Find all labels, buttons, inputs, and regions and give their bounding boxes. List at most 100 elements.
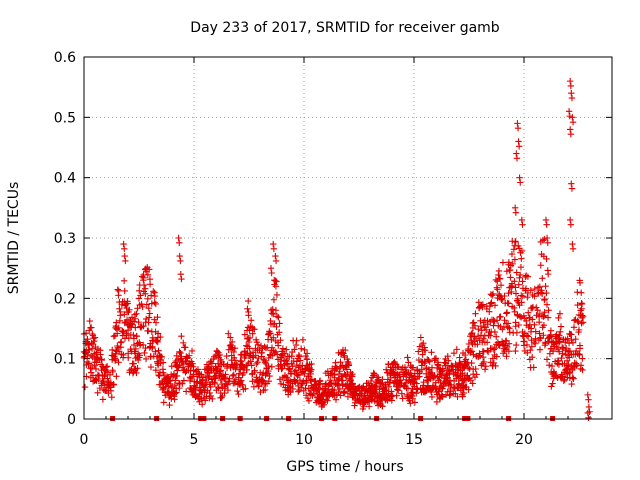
- data-point-peak: [513, 155, 521, 162]
- data-point: [542, 283, 549, 290]
- data-point-peak: [177, 257, 184, 265]
- data-point: [528, 325, 535, 332]
- data-point: [491, 345, 498, 352]
- data-point: [419, 351, 426, 358]
- data-point: [536, 346, 544, 353]
- data-point: [343, 366, 351, 373]
- data-point: [450, 349, 458, 357]
- data-point-peak: [568, 94, 576, 102]
- data-point-peak: [176, 239, 183, 247]
- data-point: [255, 354, 262, 362]
- data-point: [316, 377, 324, 384]
- data-point: [254, 341, 262, 349]
- x-tick-label: 0: [80, 432, 89, 448]
- data-point-peak: [515, 138, 522, 145]
- data-point: [505, 347, 513, 355]
- data-point-peak: [567, 131, 575, 138]
- data-point: [294, 372, 301, 379]
- data-point: [109, 368, 117, 376]
- data-point: [296, 376, 304, 384]
- data-point: [568, 380, 575, 388]
- data-point: [295, 388, 302, 395]
- data-point: [536, 330, 543, 337]
- data-point: [428, 349, 435, 356]
- data-point: [543, 255, 550, 263]
- data-point: [464, 364, 472, 372]
- data-point: [141, 349, 148, 357]
- data-point: [349, 371, 356, 378]
- x-tick-label: 15: [405, 432, 423, 448]
- y-tick-label: 0: [67, 412, 76, 428]
- data-point: [287, 370, 295, 378]
- data-point: [557, 328, 564, 336]
- data-point: [559, 373, 566, 380]
- data-point: [541, 295, 548, 303]
- data-point: [579, 313, 587, 320]
- data-point: [488, 292, 496, 299]
- data-point: [152, 319, 160, 326]
- data-point: [176, 348, 183, 356]
- data-point: [494, 286, 501, 293]
- data-point: [559, 350, 566, 357]
- data-point: [506, 266, 514, 274]
- data-point: [261, 359, 269, 366]
- data-point: [555, 361, 563, 368]
- data-point: [545, 307, 552, 314]
- data-point: [270, 334, 277, 341]
- data-point: [518, 292, 525, 299]
- data-point: [556, 332, 563, 339]
- data-point: [254, 358, 261, 366]
- data-point: [383, 386, 390, 394]
- data-point: [124, 298, 131, 305]
- data-point: [575, 326, 583, 334]
- data-point: [115, 287, 122, 295]
- data-point: [266, 372, 273, 380]
- data-point: [479, 301, 487, 308]
- data-point-peak: [569, 245, 577, 253]
- data-point: [445, 357, 452, 364]
- data-point: [268, 310, 276, 317]
- data-point: [182, 388, 190, 395]
- data-point: [409, 395, 416, 402]
- data-point: [576, 342, 584, 349]
- data-point: [258, 349, 265, 356]
- data-point: [523, 341, 531, 349]
- data-point: [576, 279, 584, 286]
- data-point: [519, 278, 526, 285]
- data-point-peak: [567, 126, 574, 133]
- data-point: [512, 284, 519, 291]
- data-point: [528, 304, 536, 312]
- data-point: [243, 366, 250, 374]
- data-point: [421, 360, 428, 367]
- data-point: [226, 375, 233, 382]
- data-point: [517, 264, 525, 271]
- data-point-peak: [517, 179, 524, 186]
- data-point: [476, 352, 484, 360]
- data-point: [214, 360, 222, 367]
- data-point: [238, 377, 245, 384]
- data-point: [498, 296, 505, 304]
- data-point: [119, 327, 126, 335]
- data-point: [578, 289, 585, 296]
- data-point: [273, 291, 281, 299]
- data-point: [131, 315, 139, 322]
- data-point: [242, 385, 249, 392]
- y-axis-label: SRMTID / TECUs: [6, 182, 22, 295]
- y-tick-label: 0.1: [54, 352, 76, 368]
- data-point: [342, 382, 350, 389]
- data-point: [177, 349, 184, 357]
- data-point: [278, 365, 285, 373]
- data-point: [528, 354, 536, 361]
- data-point: [296, 353, 303, 360]
- data-point: [439, 393, 446, 400]
- data-point: [269, 306, 276, 313]
- data-point: [120, 277, 128, 285]
- data-point: [515, 281, 522, 288]
- data-point: [399, 395, 406, 402]
- data-point: [144, 295, 151, 302]
- data-point: [365, 403, 373, 410]
- data-point: [261, 343, 268, 351]
- data-point: [469, 380, 476, 387]
- data-point-peak: [268, 269, 275, 277]
